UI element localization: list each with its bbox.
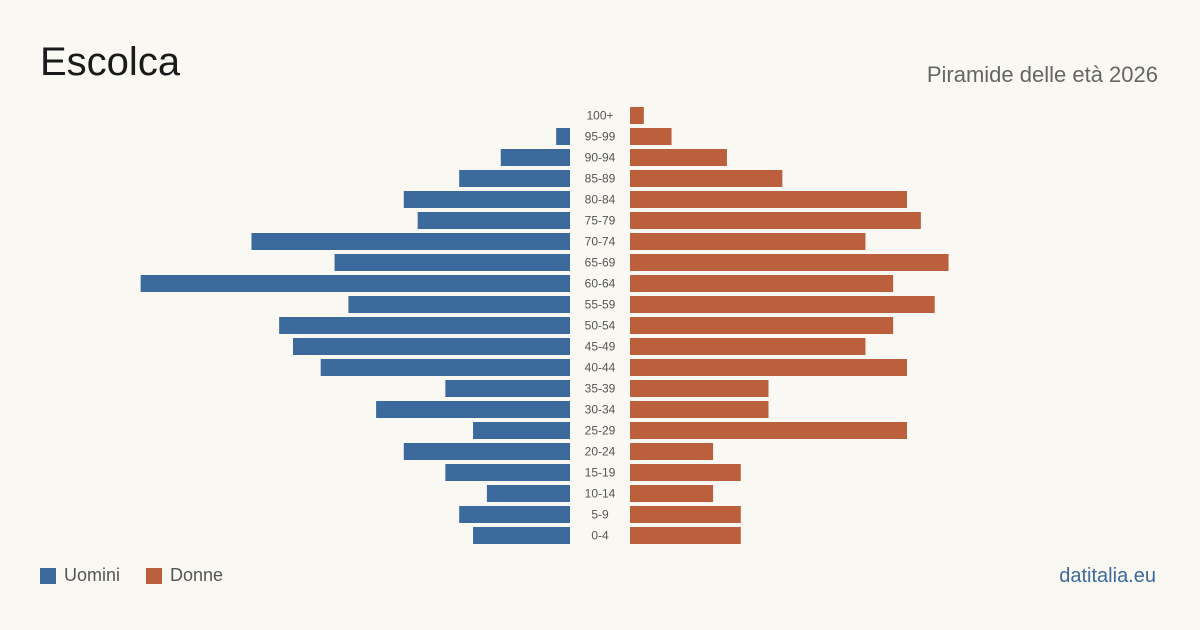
age-label-5-9: 5-9 [591, 508, 609, 522]
bar-female-85-89 [630, 170, 783, 187]
age-label-65-69: 65-69 [585, 256, 616, 270]
bar-female-5-9 [630, 506, 741, 523]
bar-male-65-69 [334, 254, 570, 271]
bar-female-75-79 [630, 212, 921, 229]
bar-female-60-64 [630, 275, 894, 292]
bar-male-15-19 [445, 464, 570, 481]
legend-swatch-male [40, 567, 56, 584]
age-label-55-59: 55-59 [585, 298, 616, 312]
bar-female-45-49 [630, 338, 866, 355]
chart-subtitle: Piramide delle età 2026 [926, 62, 1158, 87]
age-label-100plus: 100+ [586, 109, 613, 123]
bar-male-5-9 [459, 506, 570, 523]
legend-item-male: Uomini [40, 565, 120, 586]
legend-label-female: Donne [170, 565, 224, 585]
bar-male-60-64 [140, 275, 570, 292]
bar-male-20-24 [403, 443, 570, 460]
bar-female-25-29 [630, 422, 907, 439]
age-label-0-4: 0-4 [591, 529, 609, 543]
bar-male-55-59 [348, 296, 570, 313]
bar-male-90-94 [500, 149, 570, 166]
bar-male-70-74 [251, 233, 570, 250]
bar-female-55-59 [630, 296, 935, 313]
bar-female-90-94 [630, 149, 727, 166]
age-label-20-24: 20-24 [585, 445, 616, 459]
brand-link[interactable]: datitalia.eu [1059, 565, 1156, 587]
age-label-60-64: 60-64 [585, 277, 616, 291]
bar-female-95-99 [630, 128, 672, 145]
bar-male-95-99 [556, 128, 570, 145]
legend-swatch-female [146, 567, 163, 584]
age-label-40-44: 40-44 [585, 361, 616, 375]
age-label-35-39: 35-39 [585, 382, 616, 396]
age-label-95-99: 95-99 [585, 130, 616, 144]
age-label-15-19: 15-19 [585, 466, 616, 480]
bar-male-10-14 [486, 485, 570, 502]
legend-label-male: Uomini [64, 565, 121, 585]
chart-title: Escolca [40, 40, 181, 84]
bar-female-35-39 [630, 380, 769, 397]
age-label-10-14: 10-14 [585, 487, 616, 501]
age-label-45-49: 45-49 [585, 340, 616, 354]
bar-male-80-84 [403, 191, 570, 208]
bar-female-80-84 [630, 191, 907, 208]
bar-female-0-4 [630, 527, 741, 544]
bar-male-0-4 [473, 527, 570, 544]
age-label-25-29: 25-29 [585, 424, 616, 438]
legend-item-female: Donne [146, 565, 223, 586]
bar-male-50-54 [279, 317, 570, 334]
bar-female-70-74 [630, 233, 866, 250]
age-label-80-84: 80-84 [585, 193, 616, 207]
age-label-85-89: 85-89 [585, 172, 616, 186]
bar-male-85-89 [459, 170, 570, 187]
bar-female-20-24 [630, 443, 714, 460]
bar-female-40-44 [630, 359, 907, 376]
age-label-30-34: 30-34 [585, 403, 616, 417]
bar-male-40-44 [320, 359, 570, 376]
bar-male-25-29 [473, 422, 570, 439]
age-label-50-54: 50-54 [585, 319, 616, 333]
bar-male-30-34 [376, 401, 570, 418]
age-label-90-94: 90-94 [585, 151, 616, 165]
bar-female-15-19 [630, 464, 741, 481]
female-bars [630, 107, 949, 544]
age-label-70-74: 70-74 [585, 235, 616, 249]
age-label-75-79: 75-79 [585, 214, 616, 228]
legend: Uomini Donne [40, 565, 249, 586]
age-labels: 100+ 95-99 90-94 85-89 80-84 75-79 70-74 65-69 6… [585, 109, 616, 543]
bar-female-100plus [630, 107, 644, 124]
bar-female-10-14 [630, 485, 714, 502]
bar-male-45-49 [293, 338, 570, 355]
male-bars [140, 128, 570, 544]
bar-male-75-79 [417, 212, 570, 229]
bar-female-65-69 [630, 254, 949, 271]
bar-female-30-34 [630, 401, 769, 418]
bar-female-50-54 [630, 317, 894, 334]
bar-male-35-39 [445, 380, 570, 397]
